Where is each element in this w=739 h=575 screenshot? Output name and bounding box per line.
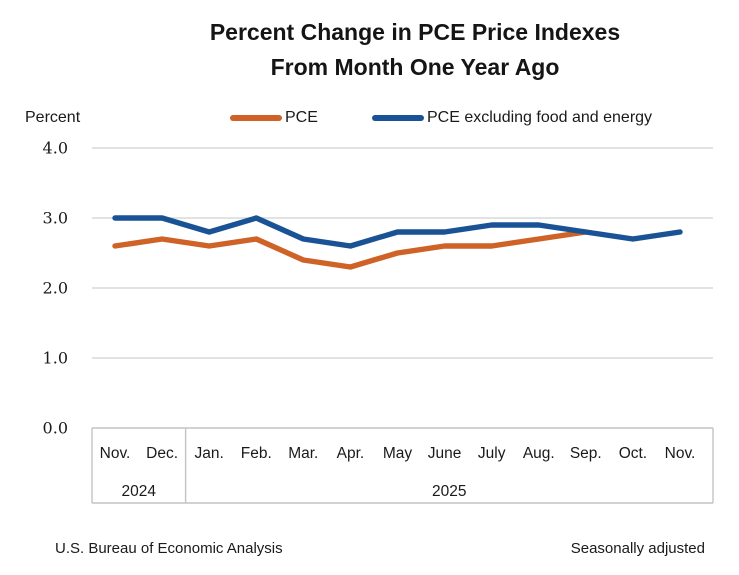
y-tick-label: 2.0 [43,279,68,298]
month-label: May [383,445,413,462]
chart-title-line2: From Month One Year Ago [270,54,560,80]
legend-item-core-pce: PCE excluding food and energy [372,107,652,129]
year-label: 2025 [432,483,466,500]
month-label: Jan. [195,445,224,462]
month-label: Mar. [288,445,318,462]
year-label: 2024 [122,483,157,500]
y-tick-label: 3.0 [43,209,68,228]
series-line-pce [112,229,589,270]
series-line-core-pce [112,215,683,249]
month-label: Dec. [146,445,178,462]
legend-label-pce: PCE [285,109,318,126]
legend-swatch-core-pce [372,115,424,121]
month-label: Nov. [100,445,131,462]
y-tick-label: 0.0 [43,419,68,438]
adjustment-note: Seasonally adjusted [570,540,705,557]
legend-label-core-pce: PCE excluding food and energy [427,109,653,126]
month-label: July [478,445,506,462]
chart-title-line1: Percent Change in PCE Price Indexes [209,19,621,45]
month-label: June [428,445,462,462]
month-label: Sep. [570,445,602,462]
month-label: Oct. [619,445,647,462]
y-axis-unit-label: Percent [25,109,81,126]
chart-title: Percent Change in PCE Price Indexes From… [92,15,738,85]
legend-item-pce: PCE [230,107,318,129]
source-attribution: U.S. Bureau of Economic Analysis [55,540,283,557]
month-label: Feb. [241,445,272,462]
y-tick-label: 4.0 [43,139,68,158]
y-tick-label: 1.0 [43,349,68,368]
legend-swatch-pce [230,115,282,121]
month-label: Aug. [523,445,555,462]
month-label: Apr. [337,445,365,462]
month-label: Nov. [665,445,696,462]
